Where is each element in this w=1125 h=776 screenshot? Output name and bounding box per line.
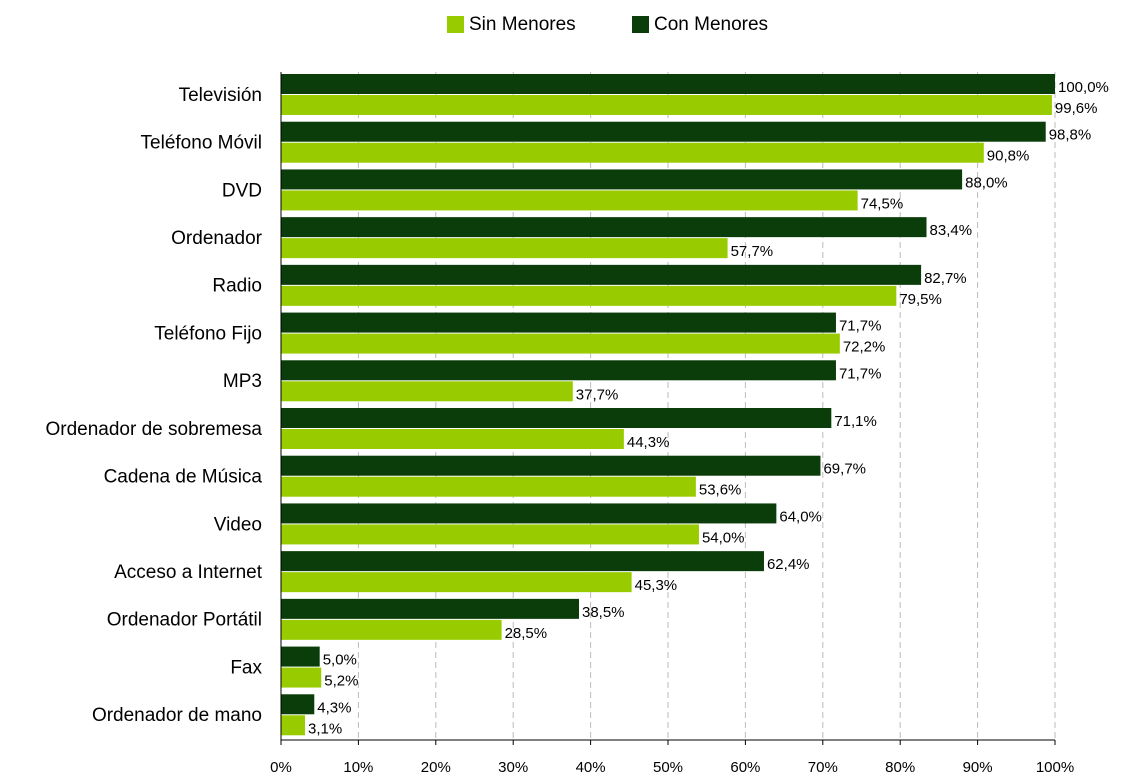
value-label: 99,6%: [1055, 100, 1098, 117]
bar: [281, 360, 836, 381]
x-tick-label: 90%: [963, 759, 993, 776]
bar: [281, 694, 315, 715]
value-label: 28,5%: [505, 625, 548, 642]
bar: [281, 715, 305, 736]
bar: [281, 503, 777, 524]
bar: [281, 238, 728, 259]
category-label: Ordenador Portátil: [107, 610, 262, 631]
bar: [281, 333, 840, 354]
category-label: DVD: [222, 180, 262, 201]
bar: [281, 285, 897, 306]
bar: [281, 572, 632, 593]
bar: [281, 619, 502, 640]
x-tick-label: 30%: [498, 759, 528, 776]
bar: [281, 312, 836, 333]
value-label: 98,8%: [1049, 127, 1092, 144]
value-label: 5,0%: [323, 652, 357, 669]
value-label: 57,7%: [731, 243, 774, 260]
value-label: 71,7%: [839, 318, 882, 335]
bar: [281, 646, 320, 667]
x-tick-label: 0%: [270, 759, 292, 776]
bar: [281, 142, 984, 163]
bar: [281, 476, 696, 497]
bar: [281, 381, 573, 402]
bar: [281, 190, 858, 211]
category-label: Video: [214, 514, 262, 535]
category-label: Ordenador de mano: [92, 705, 262, 726]
value-label: 71,1%: [834, 413, 877, 430]
bar: [281, 121, 1046, 142]
category-label: Teléfono Fijo: [154, 323, 262, 344]
value-label: 88,0%: [965, 174, 1008, 191]
value-label: 5,2%: [324, 673, 358, 690]
category-label: Televisión: [179, 85, 262, 106]
value-label: 37,7%: [576, 386, 619, 403]
value-label: 64,0%: [779, 508, 822, 525]
value-label: 72,2%: [843, 339, 886, 356]
bar: [281, 429, 624, 449]
category-label: Cadena de Música: [104, 467, 263, 488]
category-label: Ordenador: [171, 228, 263, 249]
value-label: 62,4%: [767, 556, 810, 573]
value-label: 3,1%: [308, 720, 342, 737]
bar: [281, 524, 699, 545]
value-label: 82,7%: [924, 270, 967, 287]
legend-label: Con Menores: [654, 14, 768, 35]
bar: [281, 408, 832, 428]
legend-swatch: [447, 16, 464, 33]
bar: [281, 74, 1055, 94]
category-label: Acceso a Internet: [114, 562, 263, 583]
x-tick-label: 60%: [730, 759, 760, 776]
bar: [281, 264, 922, 285]
bar: [281, 169, 963, 190]
value-label: 83,4%: [930, 222, 973, 239]
value-label: 4,3%: [317, 699, 351, 716]
value-label: 100,0%: [1058, 79, 1109, 96]
bar: [281, 95, 1052, 115]
value-label: 54,0%: [702, 529, 745, 546]
value-label: 38,5%: [582, 604, 625, 621]
category-label: Teléfono Móvil: [141, 133, 262, 154]
value-label: 74,5%: [861, 195, 904, 212]
x-tick-label: 80%: [885, 759, 915, 776]
x-tick-label: 20%: [421, 759, 451, 776]
bar: [281, 667, 322, 688]
value-label: 45,3%: [635, 577, 678, 594]
x-tick-label: 50%: [653, 759, 683, 776]
legend-swatch: [632, 16, 649, 33]
value-label: 90,8%: [987, 148, 1030, 165]
category-label: Fax: [230, 657, 262, 678]
x-tick-label: 70%: [808, 759, 838, 776]
bar: [281, 217, 927, 238]
value-label: 71,7%: [839, 365, 882, 382]
bar: [281, 455, 821, 476]
value-label: 53,6%: [699, 482, 742, 499]
category-label: MP3: [223, 371, 262, 392]
category-label: Radio: [212, 276, 262, 297]
value-label: 69,7%: [823, 461, 866, 478]
bar: [281, 551, 764, 572]
value-label: 79,5%: [899, 291, 942, 308]
bar: [281, 598, 579, 619]
legend-label: Sin Menores: [469, 14, 576, 35]
category-label: Ordenador de sobremesa: [45, 419, 262, 440]
x-tick-label: 10%: [343, 759, 373, 776]
x-tick-label: 100%: [1036, 759, 1074, 776]
value-label: 44,3%: [627, 434, 670, 451]
x-tick-label: 40%: [576, 759, 606, 776]
